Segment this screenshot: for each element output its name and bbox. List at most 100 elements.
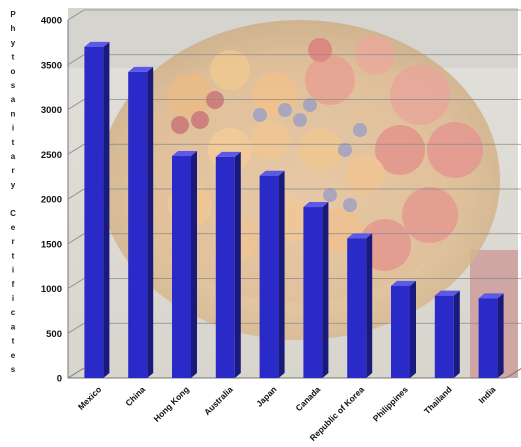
y-axis-title-letter: a: [11, 322, 16, 331]
bar-side: [366, 233, 373, 378]
bar-top: [347, 233, 373, 239]
y-axis-title-letter: e: [11, 351, 16, 360]
bar-front: [391, 285, 410, 378]
y-axis-title-letter: a: [11, 152, 16, 161]
y-axis-title-letter: t: [12, 138, 15, 147]
floor-depth-line: [67, 367, 85, 379]
y-tick-label: 0: [57, 374, 62, 385]
y-axis-title-letter: t: [12, 53, 15, 62]
bar-side: [278, 170, 285, 378]
bar-side: [234, 151, 241, 378]
y-axis-title-letter: s: [11, 81, 16, 90]
bar: [172, 151, 197, 378]
y-axis-title-letter: i: [12, 124, 14, 133]
y-axis-title-letter: y: [11, 38, 16, 47]
bar-top: [172, 151, 197, 157]
y-axis-title-letter: C: [10, 209, 16, 218]
y-axis-title-letter: P: [10, 10, 16, 19]
gridline-diagonal: [67, 233, 85, 245]
x-category-label: Thailand: [422, 384, 454, 416]
y-axis-title-letter: r: [11, 166, 14, 175]
bar-side: [147, 66, 154, 378]
x-axis-depth-line: [505, 368, 521, 379]
y-axis-ticks: 0 500 1000 1500 2000 2500 3000 3500 4000: [41, 16, 62, 385]
gridline-diagonal: [67, 322, 85, 334]
bar-top: [215, 151, 241, 157]
bar-side: [103, 41, 110, 378]
x-category-label: Philippines: [371, 384, 410, 423]
bar-front: [172, 156, 191, 378]
bar-top: [128, 66, 154, 72]
bar-front: [347, 238, 367, 378]
x-category-label: Japan: [254, 384, 278, 408]
gridline-diagonal: [67, 188, 85, 200]
y-tick-label: 2000: [41, 195, 62, 206]
y-axis-title-letter: c: [11, 308, 16, 317]
bar: [347, 233, 373, 378]
bar-front: [84, 46, 104, 378]
gridline-diagonal: [67, 99, 85, 110]
bar: [259, 170, 285, 378]
bar-side: [497, 293, 504, 378]
bar-front: [215, 156, 235, 378]
bar: [434, 290, 460, 378]
bar: [303, 202, 329, 378]
gridline-diagonal: [67, 143, 85, 155]
y-axis-title-letter: s: [11, 365, 16, 374]
bar-side: [410, 280, 416, 378]
y-axis-title-letter: i: [12, 294, 14, 303]
x-category-label: Mexico: [76, 384, 103, 411]
bar-top: [478, 293, 504, 299]
y-tick-label: 1500: [41, 239, 62, 250]
bar-top: [434, 290, 460, 296]
y-tick-label: 3500: [41, 60, 62, 71]
bar: [84, 41, 110, 378]
bars: [84, 41, 504, 378]
y-axis-title-letter: a: [11, 95, 16, 104]
y-tick-label: 3000: [41, 105, 62, 116]
x-category-label: India: [476, 384, 497, 405]
gridline-diagonal: [67, 278, 85, 289]
bar-front: [478, 298, 498, 378]
x-axis-categories: Mexico China Hong Kong Australia Japan Canada…: [76, 384, 498, 443]
y-axis-title-letter: e: [11, 223, 16, 232]
y-axis-title-letter: r: [11, 237, 14, 246]
y-axis-title-letter: n: [11, 109, 16, 118]
y-axis-title-letter: i: [12, 266, 14, 275]
gridline-diagonal: [67, 9, 85, 21]
bar: [391, 280, 416, 378]
bar-top: [84, 41, 110, 47]
gridlines: [67, 9, 521, 334]
y-axis-title-letter: h: [11, 24, 16, 33]
y-axis-title-letter: o: [11, 67, 16, 76]
bar: [128, 66, 154, 378]
bar: [215, 151, 241, 378]
background-photo: [68, 8, 518, 378]
bar-front: [303, 207, 323, 378]
bar-top: [391, 280, 416, 286]
y-axis-title-letter: f: [12, 280, 15, 289]
bar-front: [434, 295, 454, 378]
gridline-diagonal: [67, 54, 85, 66]
bar: [478, 293, 504, 378]
y-tick-label: 1000: [41, 284, 62, 295]
y-tick-label: 2500: [41, 150, 62, 161]
x-category-label: Canada: [294, 384, 323, 413]
bar-top: [303, 202, 329, 208]
bar-top: [259, 170, 285, 176]
x-category-label: Hong Kong: [151, 384, 190, 423]
bar-front: [259, 175, 279, 378]
bar-side: [191, 151, 197, 378]
y-tick-label: 4000: [41, 16, 62, 27]
bar-side: [453, 290, 460, 378]
y-axis-title-letter: t: [12, 337, 15, 346]
y-tick-label: 500: [46, 329, 62, 340]
y-axis-title-letter: y: [11, 180, 16, 189]
bar-front: [128, 71, 148, 378]
y-axis-title-letter: t: [12, 251, 15, 260]
x-category-label: Australia: [202, 384, 235, 417]
